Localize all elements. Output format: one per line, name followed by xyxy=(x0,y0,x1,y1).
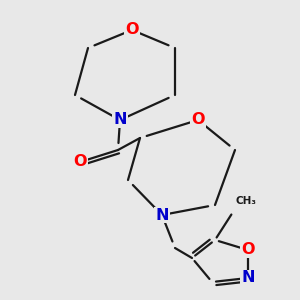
Text: O: O xyxy=(73,154,87,169)
Text: O: O xyxy=(191,112,205,128)
Text: CH₃: CH₃ xyxy=(235,196,256,206)
Text: N: N xyxy=(241,271,255,286)
Text: N: N xyxy=(113,112,127,128)
Text: O: O xyxy=(125,22,139,38)
Text: O: O xyxy=(241,242,255,257)
Text: N: N xyxy=(155,208,169,223)
